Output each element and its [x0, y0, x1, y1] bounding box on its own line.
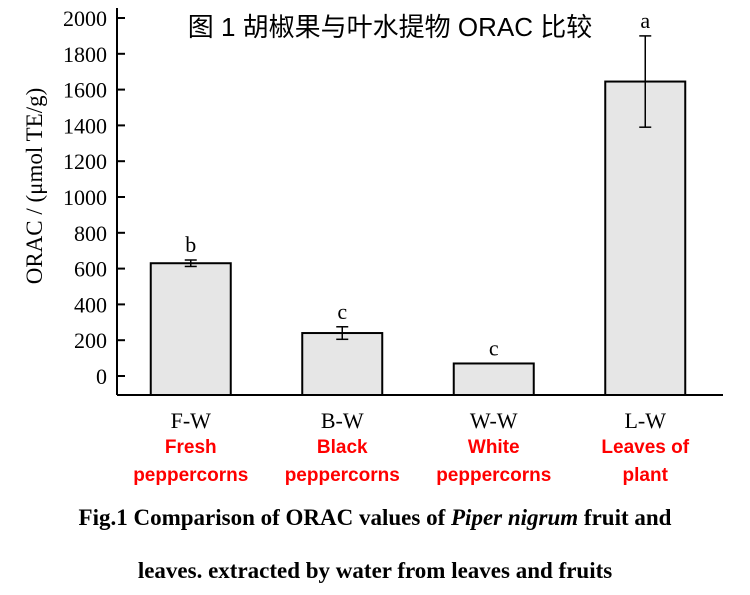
y-axis-label: ORAC / (μmol TE/g) — [22, 88, 47, 285]
english-category-label: Leaves of plant — [565, 434, 725, 490]
x-tick-label: W-W — [470, 408, 518, 433]
caption-species: Piper nigrum — [451, 505, 579, 530]
caption-suffix: fruit and — [578, 505, 672, 530]
bar — [301, 332, 384, 397]
y-tick-label: 1600 — [63, 78, 107, 103]
english-label-line: Fresh — [164, 437, 217, 458]
english-category-label: White peppercorns — [414, 434, 574, 490]
english-label-line: peppercorns — [133, 465, 249, 486]
ticks: 0 200 400 600 800 1000 1200 1400 1600 1800 2000 F-W… — [63, 6, 666, 433]
x-tick-label: L-W — [624, 408, 666, 433]
y-tick-label: 200 — [74, 328, 107, 353]
figure-caption-line-1: Fig.1 Comparison of ORAC values of Piper… — [0, 505, 750, 531]
y-tick-label: 400 — [74, 292, 107, 317]
figure-caption-line-2: leaves. extracted by water from leaves a… — [137, 558, 613, 583]
y-tick-label: 1400 — [63, 113, 107, 138]
x-tick-label: F-W — [171, 408, 212, 433]
bars: b c c a — [149, 8, 687, 397]
english-category-label: Fresh peppercorns — [111, 434, 271, 490]
chart-title: 图 1 胡椒果与叶水提物 ORAC 比较 — [188, 12, 592, 42]
y-tick-label: 0 — [96, 364, 107, 389]
y-tick-label: 1800 — [63, 42, 107, 67]
english-label-line: Leaves of — [601, 437, 690, 458]
y-tick-label: 2000 — [63, 6, 107, 31]
x-tick-label: B-W — [321, 408, 364, 433]
english-label-line: Black — [316, 437, 368, 458]
bar — [604, 80, 687, 396]
bar — [452, 362, 535, 397]
significance-letter: a — [640, 8, 650, 33]
english-label-line: peppercorns — [436, 465, 552, 486]
caption-prefix: Fig.1 Comparison of ORAC values of — [78, 505, 451, 530]
english-label-line: White — [467, 437, 520, 458]
bar — [149, 262, 232, 397]
y-tick-label: 600 — [74, 257, 107, 282]
english-label-line: plant — [622, 465, 668, 486]
y-tick-label: 1000 — [63, 185, 107, 210]
significance-letter: b — [185, 232, 196, 257]
significance-letter: c — [337, 299, 347, 324]
english-label-line: peppercorns — [284, 465, 400, 486]
significance-letter: c — [489, 335, 499, 360]
english-category-label: Black peppercorns — [262, 434, 422, 490]
y-tick-label: 1200 — [63, 149, 107, 174]
y-tick-label: 800 — [74, 221, 107, 246]
